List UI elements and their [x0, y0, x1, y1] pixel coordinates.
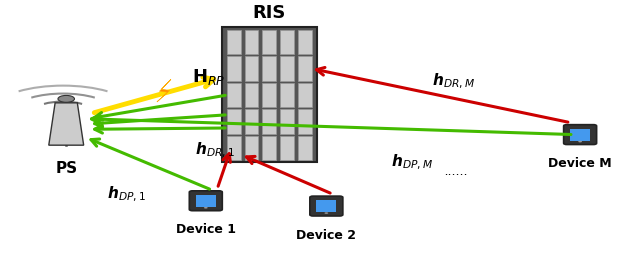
Bar [227, 109, 241, 134]
Bar [262, 30, 276, 54]
Bar [227, 56, 241, 81]
Bar [280, 56, 294, 81]
Bar [227, 136, 241, 160]
Text: $\boldsymbol{h}_{DR,M}$: $\boldsymbol{h}_{DR,M}$ [432, 72, 475, 91]
Circle shape [204, 207, 208, 208]
Polygon shape [49, 103, 84, 145]
Bar [196, 195, 216, 207]
FancyBboxPatch shape [310, 196, 343, 216]
Text: $\mathbf{H}_{RP}$: $\mathbf{H}_{RP}$ [192, 67, 226, 87]
Bar [244, 56, 259, 81]
Bar [298, 30, 312, 54]
FancyBboxPatch shape [564, 125, 596, 145]
Circle shape [324, 212, 328, 214]
Polygon shape [157, 79, 171, 102]
Text: $\boldsymbol{h}_{DR,1}$: $\boldsymbol{h}_{DR,1}$ [195, 141, 236, 160]
Circle shape [578, 141, 582, 142]
Bar [570, 129, 590, 141]
Bar [280, 83, 294, 107]
Text: RIS: RIS [253, 4, 286, 22]
Text: Device 1: Device 1 [176, 223, 236, 236]
Text: Device M: Device M [548, 157, 612, 170]
Bar [221, 28, 317, 162]
Bar [298, 83, 312, 107]
Text: Device 2: Device 2 [296, 229, 356, 242]
Bar [262, 83, 276, 107]
Bar [244, 30, 259, 54]
FancyBboxPatch shape [189, 191, 222, 211]
Bar [262, 56, 276, 81]
Text: ......: ...... [444, 165, 468, 178]
Text: PS: PS [55, 161, 77, 177]
Text: $\boldsymbol{h}_{DP,M}$: $\boldsymbol{h}_{DP,M}$ [391, 153, 433, 172]
Bar [298, 109, 312, 134]
Bar [280, 136, 294, 160]
Bar [244, 83, 259, 107]
Bar [298, 136, 312, 160]
Bar [244, 109, 259, 134]
Bar [244, 136, 259, 160]
Text: $\boldsymbol{h}_{DP,1}$: $\boldsymbol{h}_{DP,1}$ [107, 185, 146, 204]
Bar [227, 30, 241, 54]
Bar [298, 56, 312, 81]
Bar [262, 109, 276, 134]
Bar [262, 136, 276, 160]
Bar [280, 30, 294, 54]
Bar [280, 109, 294, 134]
Circle shape [58, 95, 74, 102]
Bar [227, 83, 241, 107]
Bar [316, 200, 337, 212]
